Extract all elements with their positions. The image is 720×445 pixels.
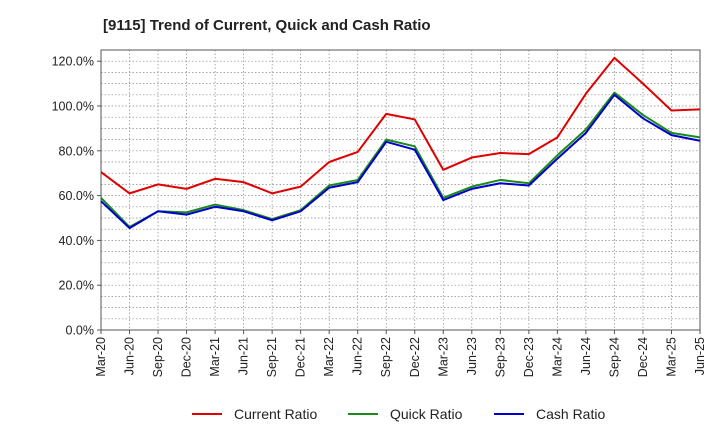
series-line-current-ratio bbox=[100, 56, 701, 195]
x-tick-label: Jun-25 bbox=[693, 337, 707, 375]
data-series bbox=[100, 56, 701, 230]
x-tick-label: Dec-22 bbox=[408, 337, 422, 377]
legend-label-cash-ratio: Cash Ratio bbox=[536, 406, 605, 422]
y-tick-label: 40.0% bbox=[59, 234, 94, 248]
x-tick-label: Sep-21 bbox=[265, 337, 279, 377]
x-tick-label: Mar-22 bbox=[322, 337, 336, 377]
x-tick-label: Dec-23 bbox=[522, 337, 536, 377]
series-line-quick-ratio bbox=[100, 91, 701, 228]
x-tick-label: Jun-22 bbox=[351, 337, 365, 375]
y-tick-label: 20.0% bbox=[59, 279, 94, 293]
x-tick-label: Mar-21 bbox=[208, 337, 222, 377]
y-tick-label: 80.0% bbox=[59, 144, 94, 158]
series-line-cash-ratio bbox=[100, 93, 701, 230]
x-tick-label: Mar-23 bbox=[436, 337, 450, 377]
x-tick-label: Sep-20 bbox=[151, 337, 165, 377]
chart-title: [9115] Trend of Current, Quick and Cash … bbox=[103, 17, 431, 34]
x-tick-label: Dec-20 bbox=[180, 337, 194, 377]
grid-lines bbox=[100, 50, 701, 330]
x-tick-label: Mar-24 bbox=[550, 337, 564, 377]
x-tick-label: Sep-24 bbox=[607, 337, 621, 377]
plot-frame bbox=[100, 49, 701, 331]
x-tick-label: Mar-20 bbox=[94, 337, 108, 377]
x-tick-label: Dec-21 bbox=[294, 337, 308, 377]
y-tick-label: 100.0% bbox=[52, 100, 94, 114]
x-tick-label: Jun-24 bbox=[579, 337, 593, 375]
axes: 0.0% 20.0% 40.0% 60.0% 80.0% 100.0% 120.0% Mar-… bbox=[52, 49, 707, 377]
x-tick-label: Sep-22 bbox=[379, 337, 393, 377]
legend-label-quick-ratio: Quick Ratio bbox=[390, 406, 463, 422]
x-tick-label: Dec-24 bbox=[636, 337, 650, 377]
plot-area bbox=[101, 50, 700, 330]
x-tick-label: Sep-23 bbox=[493, 337, 507, 377]
x-tick-label: Jun-21 bbox=[237, 337, 251, 375]
legend: Current Ratio Quick Ratio Cash Ratio bbox=[192, 406, 605, 422]
x-tick-label: Jun-20 bbox=[123, 337, 137, 375]
x-tick-label: Mar-25 bbox=[664, 337, 678, 377]
y-tick-label: 60.0% bbox=[59, 189, 94, 203]
y-tick-label: 120.0% bbox=[52, 55, 94, 69]
x-tick-label: Jun-23 bbox=[465, 337, 479, 375]
legend-label-current-ratio: Current Ratio bbox=[234, 406, 317, 422]
y-tick-label: 0.0% bbox=[66, 324, 95, 338]
